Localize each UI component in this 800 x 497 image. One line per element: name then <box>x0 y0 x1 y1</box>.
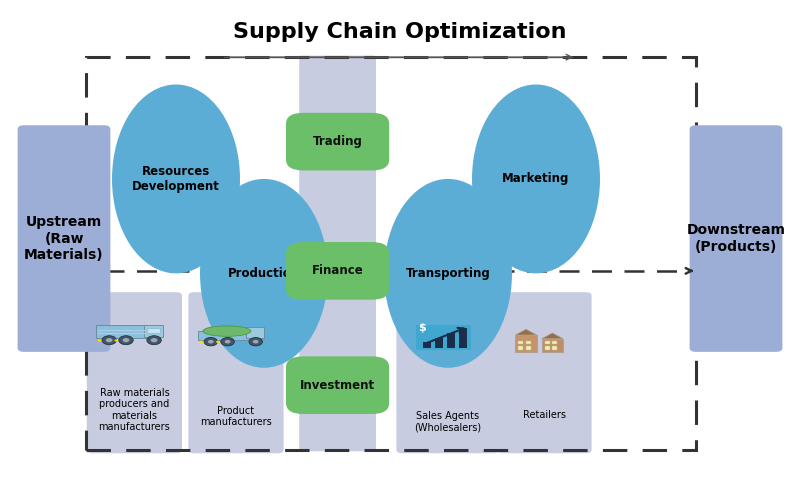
FancyBboxPatch shape <box>286 113 389 170</box>
Text: Product
manufacturers: Product manufacturers <box>200 406 272 427</box>
FancyBboxPatch shape <box>145 325 163 336</box>
Text: Resources
Development: Resources Development <box>132 165 220 193</box>
FancyBboxPatch shape <box>299 56 376 451</box>
FancyBboxPatch shape <box>286 356 389 414</box>
Text: Retailers: Retailers <box>522 410 566 420</box>
Circle shape <box>150 338 158 342</box>
Circle shape <box>221 337 234 346</box>
Text: Upstream
(Raw
Materials): Upstream (Raw Materials) <box>24 215 104 262</box>
FancyBboxPatch shape <box>87 292 182 453</box>
FancyBboxPatch shape <box>416 325 470 350</box>
Text: Sales Agents
(Wholesalers): Sales Agents (Wholesalers) <box>414 411 482 432</box>
Circle shape <box>106 338 113 342</box>
Ellipse shape <box>112 84 240 273</box>
Circle shape <box>122 338 130 342</box>
Circle shape <box>253 340 258 343</box>
Ellipse shape <box>203 326 251 336</box>
Text: Downstream
(Products): Downstream (Products) <box>686 224 786 253</box>
Text: Finance: Finance <box>312 264 363 277</box>
FancyBboxPatch shape <box>97 325 147 338</box>
FancyBboxPatch shape <box>518 346 523 349</box>
Text: Trading: Trading <box>313 135 362 148</box>
FancyBboxPatch shape <box>459 329 467 348</box>
FancyBboxPatch shape <box>435 338 443 348</box>
Ellipse shape <box>200 179 328 368</box>
FancyBboxPatch shape <box>552 340 558 344</box>
FancyBboxPatch shape <box>198 331 249 340</box>
Circle shape <box>118 336 133 345</box>
Polygon shape <box>542 333 563 339</box>
Text: Marketing: Marketing <box>502 172 570 185</box>
FancyBboxPatch shape <box>496 292 592 453</box>
Circle shape <box>147 336 162 345</box>
Circle shape <box>204 337 218 346</box>
FancyBboxPatch shape <box>545 340 550 344</box>
Circle shape <box>216 340 220 343</box>
Text: Production: Production <box>228 267 300 280</box>
FancyBboxPatch shape <box>18 125 110 352</box>
Circle shape <box>98 339 102 342</box>
FancyBboxPatch shape <box>246 327 264 338</box>
Circle shape <box>199 340 203 343</box>
Circle shape <box>249 337 262 346</box>
FancyBboxPatch shape <box>423 342 431 348</box>
Ellipse shape <box>472 84 600 273</box>
FancyBboxPatch shape <box>526 346 531 349</box>
Circle shape <box>208 340 214 343</box>
FancyBboxPatch shape <box>147 328 160 333</box>
FancyBboxPatch shape <box>542 339 563 352</box>
FancyBboxPatch shape <box>515 335 537 352</box>
Polygon shape <box>515 330 537 335</box>
FancyBboxPatch shape <box>189 292 283 453</box>
Circle shape <box>102 336 117 345</box>
FancyBboxPatch shape <box>518 340 523 344</box>
Circle shape <box>114 339 118 342</box>
FancyBboxPatch shape <box>545 346 550 349</box>
Ellipse shape <box>384 179 512 368</box>
FancyBboxPatch shape <box>286 242 389 300</box>
Circle shape <box>225 340 230 343</box>
Text: Supply Chain Optimization: Supply Chain Optimization <box>234 22 566 42</box>
FancyBboxPatch shape <box>447 333 455 348</box>
FancyBboxPatch shape <box>397 292 499 453</box>
Text: Transporting: Transporting <box>406 267 490 280</box>
FancyBboxPatch shape <box>690 125 782 352</box>
Text: Investment: Investment <box>300 379 375 392</box>
Text: $: $ <box>418 323 426 333</box>
FancyBboxPatch shape <box>526 340 531 344</box>
Text: Raw materials
producers and
materials
manufacturers: Raw materials producers and materials ma… <box>98 388 170 432</box>
FancyBboxPatch shape <box>552 346 558 349</box>
